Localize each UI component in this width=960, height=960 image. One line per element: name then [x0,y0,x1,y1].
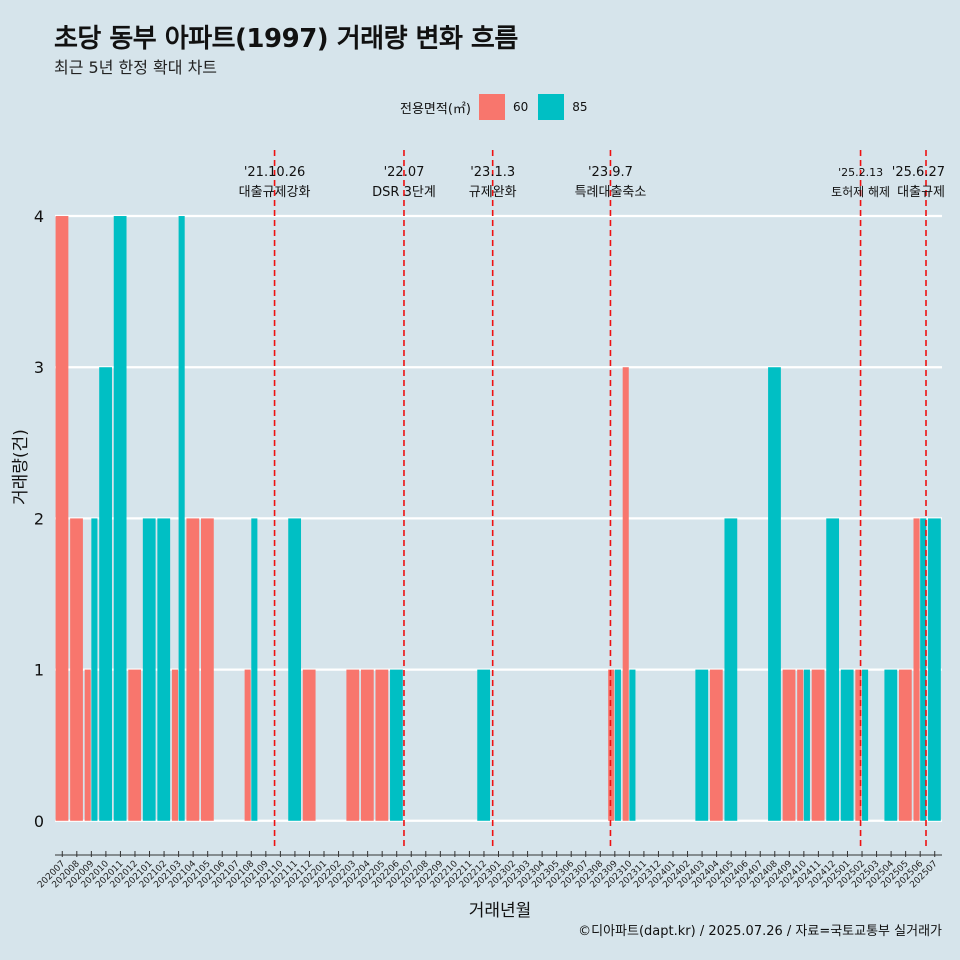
bar-60-202103 [171,669,178,821]
event-description-label: DSR 3단계 [372,185,436,200]
bar-85-202403 [695,669,709,821]
event-date-label: '25.2.13 [838,166,883,179]
bar-85-202108 [251,518,258,821]
event-description-label: 토허제 해제 [831,185,890,199]
bar-85-202310 [629,669,636,821]
legend-label-60: 60 [512,100,529,114]
bar-85-202408 [768,367,781,821]
bar-60-202112 [302,669,316,821]
bar-60-202310 [622,367,629,821]
event-date-label: '25.6.27 [892,165,945,180]
bar-60-202105 [200,518,214,821]
y-tick-label: 0 [34,812,44,831]
bar-60-202502 [855,669,862,821]
bar-60-202506 [913,518,920,821]
bar-85-202412 [826,518,840,821]
bar-85-202103 [178,216,185,821]
chart-title: 초당 동부 아파트(1997) 거래량 변화 흐름 [54,24,518,54]
x-axis-label: 거래년월 [468,901,532,921]
bar-60-202204 [360,669,374,821]
event-date-label: '23.1.3 [470,165,515,180]
y-tick-label: 3 [34,358,44,377]
legend-label-85: 85 [572,100,588,114]
y-tick-label: 4 [34,207,44,226]
bar-85-202507 [928,518,941,821]
bar-85-202011 [113,216,127,821]
event-date-label: '22.07 [384,165,425,180]
event-date-label: '21.10.26 [244,165,305,180]
event-date-label: '23.9.7 [588,165,633,180]
bar-60-202008 [70,518,83,821]
bar-85-202410 [803,669,810,821]
event-description-label: 대출규제 [897,185,945,200]
bar-60-202409 [782,669,796,821]
event-description-label: 규제완화 [469,185,517,200]
bar-85-202405 [724,518,738,821]
bar-85-202504 [884,669,898,821]
bar-60-202108 [244,669,251,821]
legend-key-60 [478,94,505,120]
bar-60-202104 [186,518,200,821]
bar-60-202505 [898,669,912,821]
bar-60-202205 [375,669,389,821]
y-tick-label: 2 [34,509,44,528]
bar-85-202111 [288,518,302,821]
chart-subtitle: 최근 5년 한정 확대 차트 [54,58,218,77]
bar-85-202009 [91,518,98,821]
event-description-label: 대출규제강화 [239,185,311,200]
bar-60-202404 [709,669,723,821]
bar-85-202502 [862,669,869,821]
event-description-label: 특례대출축소 [575,185,647,200]
legend-key-85 [538,94,565,120]
bar-60-202009 [84,669,91,821]
source-caption: ©디아파트(dapt.kr) / 2025.07.26 / 자료=국토교통부 실… [578,924,942,939]
bar-60-202203 [346,669,360,821]
bar-60-202007 [55,216,69,821]
bar-85-202010 [99,367,112,821]
bar-85-202206 [390,669,403,821]
bar-85-202506 [920,518,927,821]
y-axis-label: 거래량(건) [11,429,31,505]
legend: 전용면적(㎡) 60 85 [400,93,596,121]
bar-60-202410 [797,669,804,821]
bar-85-202212 [477,669,491,821]
bar-60-202411 [811,669,825,821]
legend-title: 전용면적(㎡) [400,101,471,117]
bar-60-202012 [128,669,142,821]
bar-85-202501 [840,669,854,821]
bar-85-202309 [614,669,621,821]
bar-85-202102 [157,518,171,821]
bar-85-202101 [142,518,156,821]
y-tick-label: 1 [34,661,44,680]
